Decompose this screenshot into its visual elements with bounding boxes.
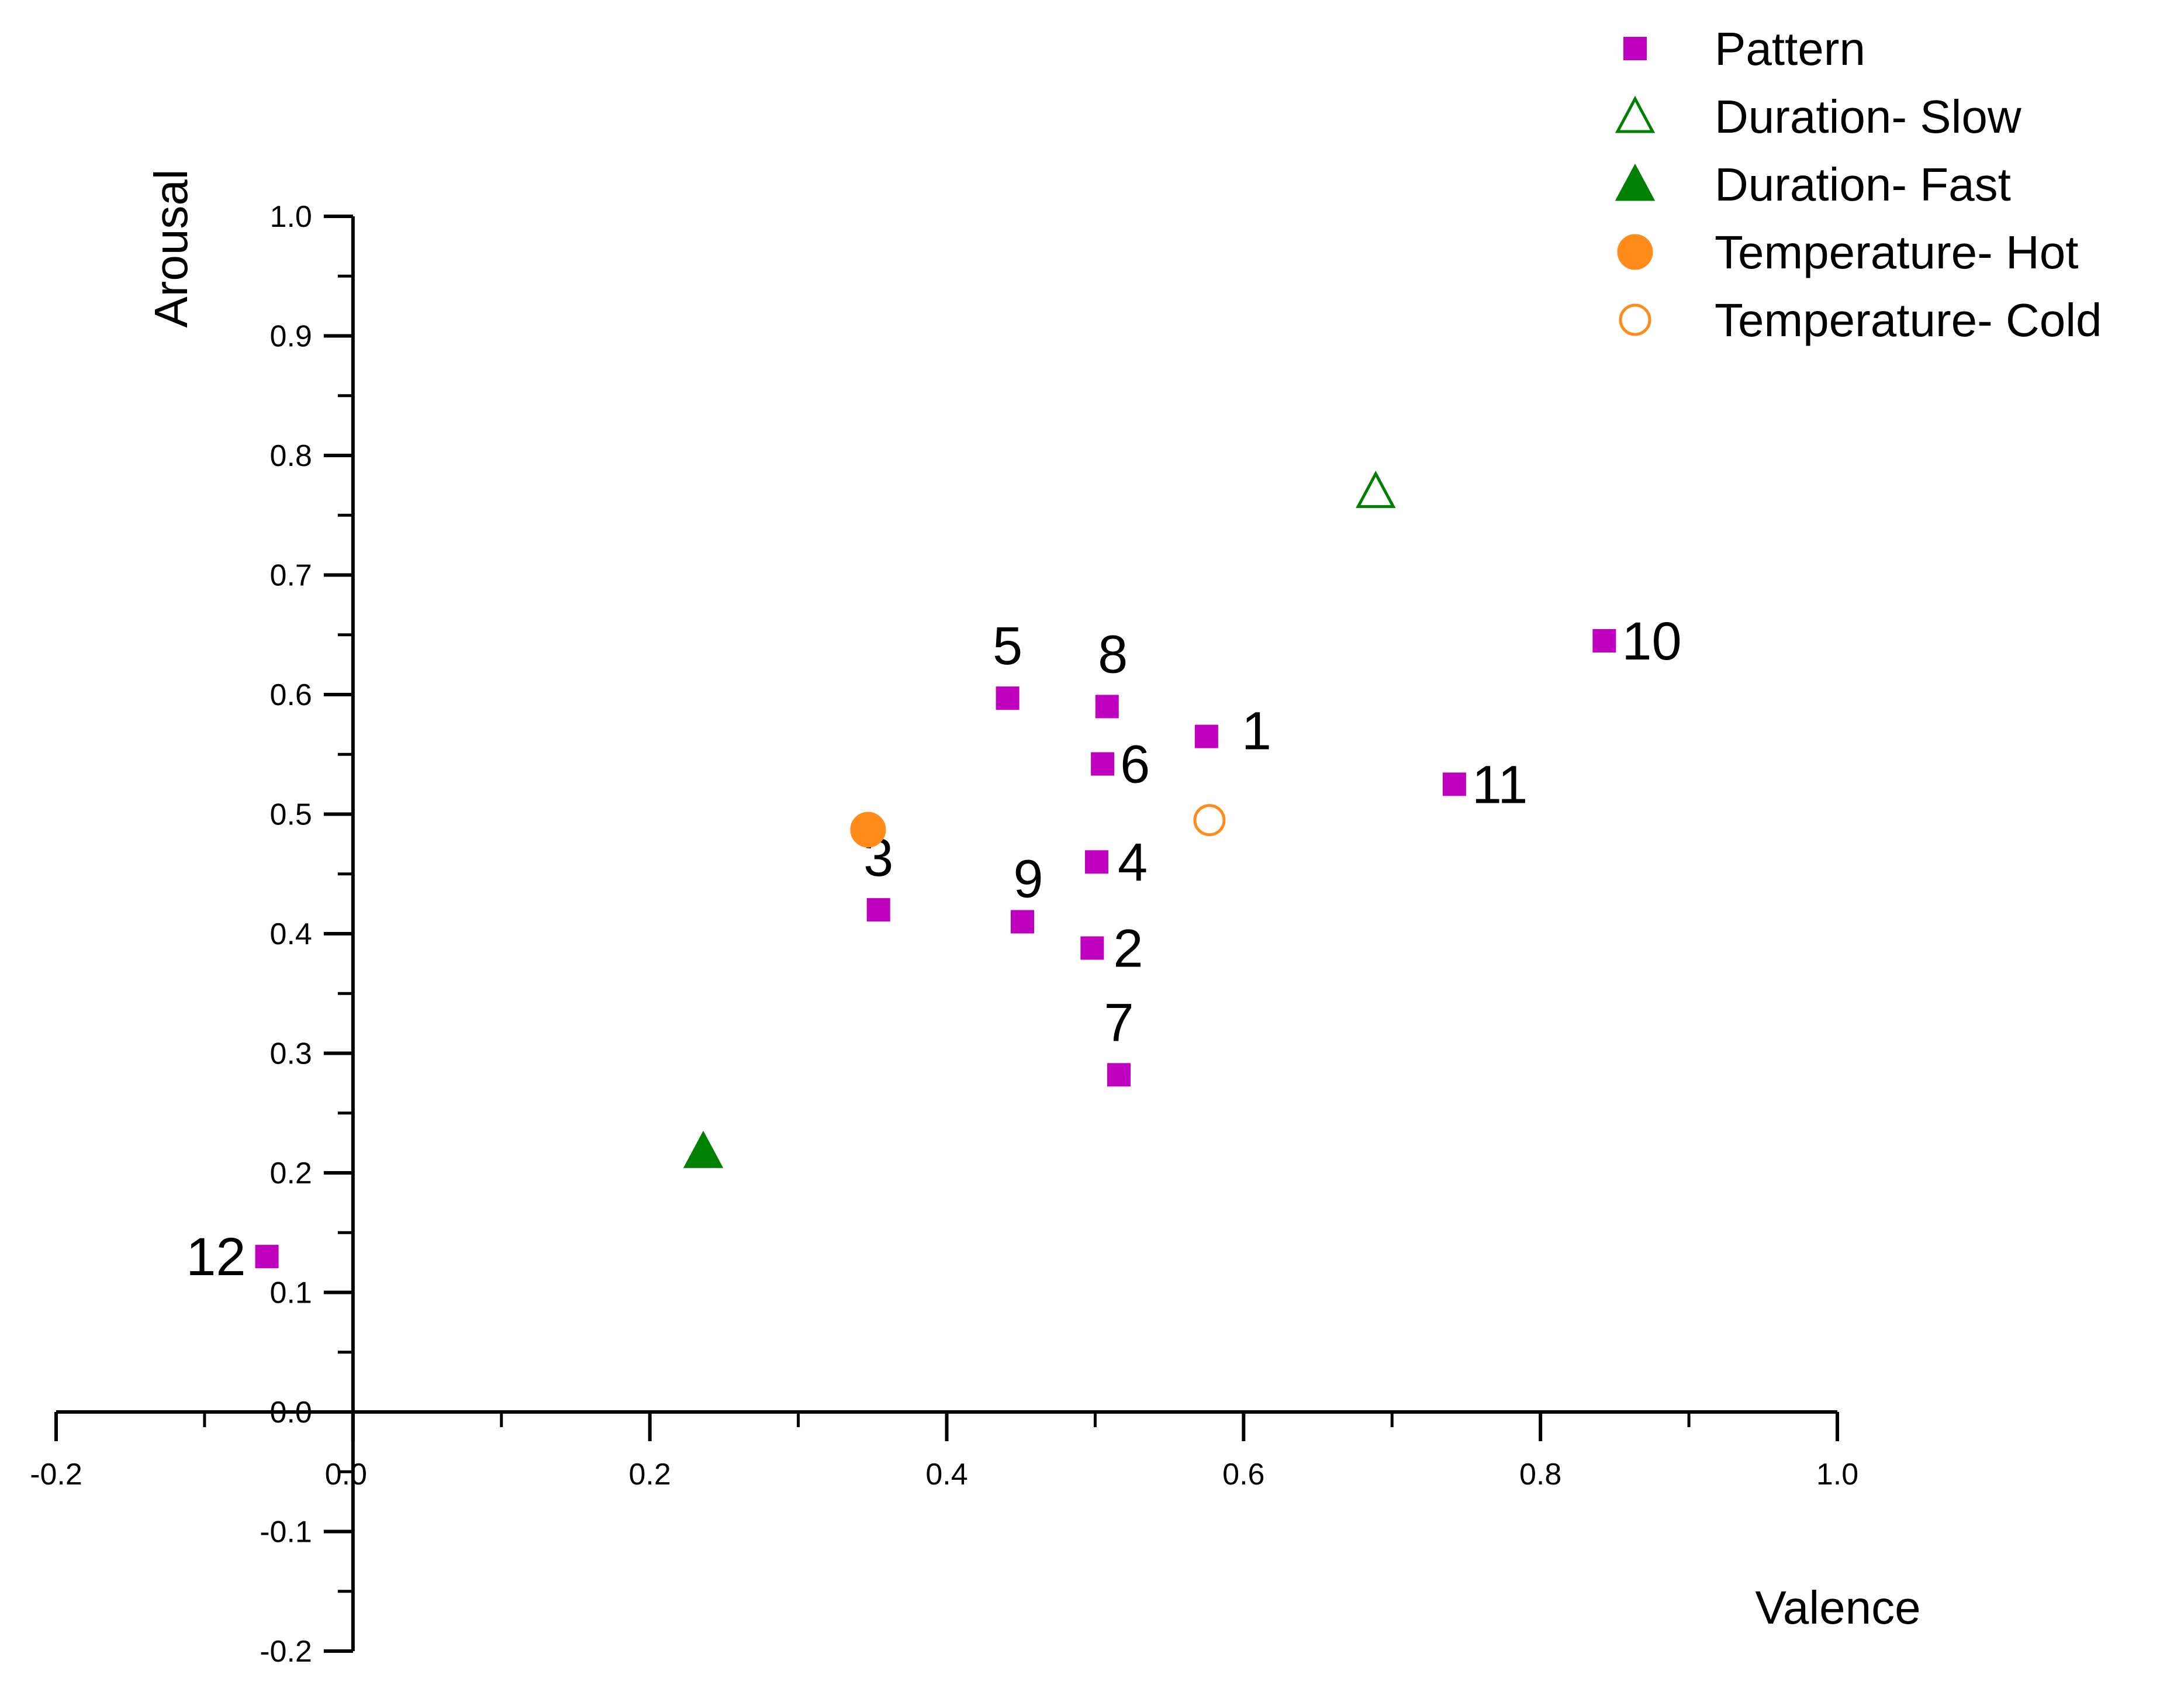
point-label-6: 6 [1120, 735, 1150, 795]
tick-labels: -0.2 0.0 0.2 0.4 0.6 0.8 1.0 -0.2 -0.1 0.0 0.1 0.2 0… [30, 200, 1858, 1669]
point-label-4: 4 [1118, 833, 1148, 892]
y-tick-label: -0.1 [260, 1515, 312, 1549]
legend-marker-pattern [1623, 37, 1647, 60]
point-pattern-11 [1442, 772, 1466, 796]
point-label-8: 8 [1098, 624, 1128, 684]
point-pattern-3 [866, 898, 890, 922]
x-tick-label: 0.4 [925, 1458, 967, 1491]
y-tick-label: 0.0 [270, 1396, 312, 1430]
legend-label-duration-fast: Duration- Fast [1715, 158, 2011, 210]
y-tick-label: -0.2 [260, 1635, 312, 1669]
y-tick-label: 1.0 [270, 200, 312, 234]
x-tick-label: 0.0 [325, 1458, 367, 1491]
x-tick-label: -0.2 [30, 1458, 82, 1491]
y-tick-label: 0.2 [270, 1156, 312, 1190]
tick-marks [54, 215, 1839, 1653]
legend-marker-temperature-cold [1619, 303, 1651, 336]
point-pattern-8 [1095, 695, 1119, 719]
x-axis-title: Valence [1755, 1582, 1920, 1634]
point-temperature-cold [1193, 804, 1226, 837]
point-label-12: 12 [186, 1227, 246, 1287]
point-pattern-6 [1091, 752, 1115, 776]
legend-label-temperature-cold: Temperature- Cold [1715, 294, 2102, 346]
x-tick-label: 0.2 [629, 1458, 671, 1491]
y-tick-label: 0.1 [270, 1276, 312, 1310]
y-tick-label: 0.8 [270, 439, 312, 473]
x-tick-label: 0.8 [1519, 1458, 1561, 1491]
legend-marker-duration-slow [1615, 95, 1656, 133]
point-pattern-10 [1592, 629, 1616, 652]
x-tick-label: 0.6 [1222, 1458, 1264, 1491]
y-tick-label: 0.9 [270, 320, 312, 354]
y-tick-label: 0.3 [270, 1037, 312, 1071]
point-pattern-2 [1080, 936, 1104, 960]
y-axis-title: Arousal [145, 169, 197, 327]
y-tick-label: 0.6 [270, 678, 312, 712]
point-pattern-5 [996, 686, 1020, 710]
point-label-11: 11 [1472, 755, 1528, 814]
point-label-7: 7 [1104, 993, 1134, 1052]
point-pattern-1 [1194, 724, 1218, 748]
legend-label-temperature-hot: Temperature- Hot [1715, 226, 2078, 278]
legend-marker-duration-fast [1615, 163, 1656, 201]
y-tick-label: 0.4 [270, 917, 312, 951]
point-label-9: 9 [1013, 850, 1043, 909]
y-tick-label: 0.7 [270, 559, 312, 593]
legend-label-pattern: Pattern [1715, 23, 1865, 75]
point-label-10: 10 [1622, 612, 1681, 671]
point-temperature-hot [850, 812, 886, 848]
point-pattern-12 [255, 1245, 279, 1269]
legend-label-duration-slow: Duration- Slow [1715, 91, 2021, 143]
legend-marker-temperature-hot [1617, 234, 1653, 270]
point-label-5: 5 [993, 616, 1022, 676]
point-pattern-9 [1010, 910, 1034, 934]
point-pattern-7 [1107, 1063, 1131, 1087]
point-label-2: 2 [1113, 919, 1143, 979]
point-pattern-4 [1084, 850, 1108, 874]
point-duration-slow [1356, 471, 1396, 508]
point-label-1: 1 [1242, 702, 1271, 761]
point-duration-fast [683, 1130, 724, 1168]
legend: Pattern Duration- Slow Duration- Fast Tempe… [1615, 23, 2102, 346]
y-tick-label: 0.5 [270, 798, 312, 832]
x-tick-label: 1.0 [1816, 1458, 1858, 1491]
